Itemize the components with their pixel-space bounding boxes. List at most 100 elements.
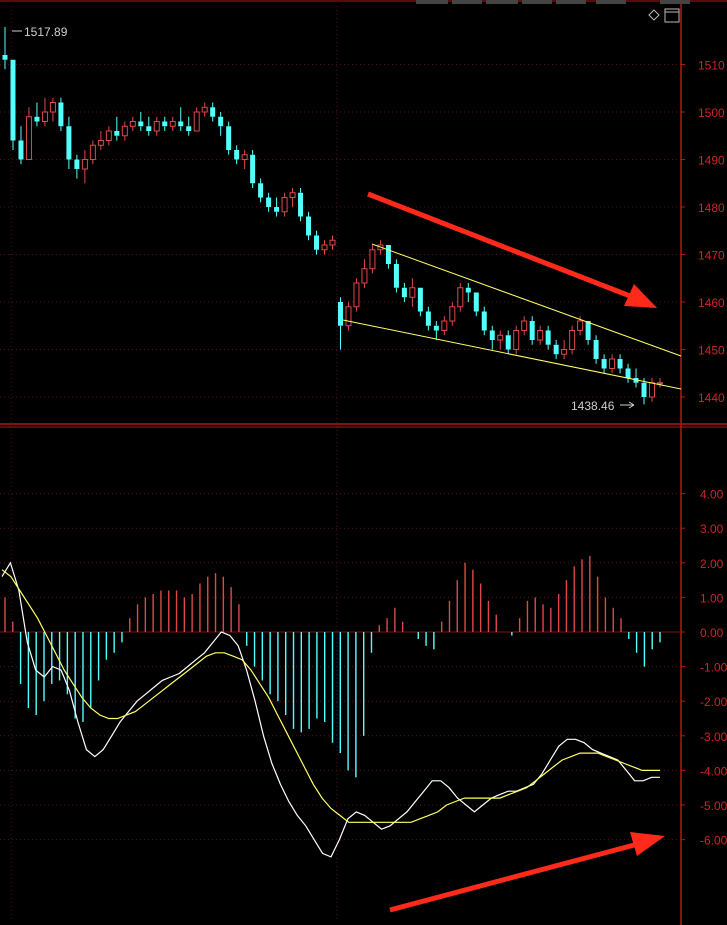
candle-down — [529, 316, 535, 345]
candle-up — [521, 316, 528, 336]
candle-down — [314, 230, 320, 255]
candle-down — [178, 107, 184, 131]
candle-down — [545, 325, 551, 350]
candle-up — [345, 302, 352, 331]
macd-tick-label: -1.00 — [700, 661, 727, 675]
candle-up — [193, 107, 200, 132]
toolbar-tab[interactable] — [660, 0, 690, 4]
candle-up — [577, 316, 584, 336]
candle-down — [489, 325, 495, 350]
candle-down — [401, 283, 407, 302]
macd-tick-label: -3.00 — [700, 730, 727, 744]
candle-down — [226, 121, 232, 155]
candle-down — [417, 287, 423, 317]
candle-down — [617, 354, 623, 374]
toolbar-tab[interactable] — [556, 0, 586, 4]
price-tick-label: 1490 — [698, 154, 725, 168]
candle-down — [385, 245, 391, 269]
price-tick-label: 1440 — [698, 391, 725, 405]
price-axis-ticks: 1510 1500 1490 1480 1470 1460 1450 1440 — [681, 59, 725, 405]
macd-tick-label: 3.00 — [700, 522, 724, 536]
candle-up — [537, 325, 544, 345]
candlestick-series — [2, 26, 663, 405]
candle-down — [34, 102, 40, 127]
candle-up — [497, 330, 504, 350]
price-tick-label: 1460 — [698, 296, 725, 310]
macd-tick-label: -2.00 — [700, 695, 727, 709]
candle-up — [609, 354, 616, 374]
candle-down — [218, 112, 224, 136]
price-tick-label: 1510 — [698, 59, 725, 73]
macd-tick-label: 4.00 — [700, 488, 724, 502]
candle-down — [481, 306, 487, 336]
macd-tick-label: 2.00 — [700, 557, 724, 571]
candle-up — [81, 150, 88, 184]
candle-up — [441, 316, 448, 336]
macd-tick-label: -4.00 — [700, 764, 727, 778]
toolbar-tab[interactable] — [486, 0, 518, 4]
candle-down — [250, 150, 256, 188]
toolbar-tab[interactable] — [522, 0, 552, 4]
candle-down — [10, 59, 16, 150]
candle-down — [74, 154, 80, 179]
candle-down — [393, 259, 399, 293]
candle-up — [129, 116, 136, 131]
macd-tick-label: -5.00 — [700, 799, 727, 813]
toolbar-tab[interactable] — [416, 0, 448, 4]
candle-down — [162, 116, 168, 131]
candle-down — [298, 188, 304, 222]
candle-up — [329, 235, 336, 250]
candle-up — [513, 325, 520, 355]
candle-up — [569, 325, 576, 355]
candle-down — [337, 297, 343, 350]
candle-down — [625, 363, 631, 383]
dea-line — [1, 569, 660, 823]
candle-up — [105, 126, 112, 146]
candle-down — [473, 292, 479, 317]
candle-up — [281, 192, 288, 217]
candle-down — [266, 192, 272, 212]
toolbar-tab[interactable] — [596, 0, 626, 4]
candle-down — [210, 102, 216, 122]
diamond-icon[interactable] — [648, 9, 660, 21]
price-tick-label: 1480 — [698, 201, 725, 215]
candle-down — [258, 178, 264, 203]
up-trend-arrow — [389, 832, 665, 913]
channel-upper-line — [371, 243, 682, 357]
candle-up — [97, 131, 104, 150]
price-tick-label: 1450 — [698, 344, 725, 358]
candle-up — [409, 278, 416, 307]
candle-down — [465, 283, 471, 302]
candle-up — [561, 340, 568, 359]
window-icon[interactable] — [664, 8, 680, 23]
annotation-arrows — [367, 191, 665, 913]
candle-down — [18, 126, 24, 165]
candle-down — [553, 340, 559, 359]
candle-up — [241, 150, 248, 169]
toolbar-tabs — [416, 0, 690, 4]
candle-down — [601, 354, 607, 374]
candle-down — [306, 211, 312, 241]
candle-up — [201, 102, 208, 117]
macd-axis-ticks: 4.00 3.00 2.00 1.00 0.00 -1.00 -2.00 -3.00 -4.00… — [681, 488, 727, 848]
candle-down — [2, 26, 8, 70]
candle-down — [58, 97, 64, 131]
candle-up — [169, 116, 176, 131]
labels-layer: 1517.89 1438.46 — [12, 25, 635, 413]
candle-up — [361, 259, 368, 288]
candle-down — [433, 321, 439, 340]
toolbar-tab[interactable] — [452, 0, 482, 4]
macd-tick-label: -6.00 — [700, 834, 727, 848]
candle-up — [321, 240, 328, 255]
candle-up — [449, 302, 456, 326]
candle-down — [114, 116, 120, 141]
candle-down — [425, 306, 431, 331]
candle-up — [289, 188, 296, 207]
candle-up — [369, 245, 376, 274]
candle-down — [146, 116, 152, 136]
high-price-marker: 1517.89 — [12, 25, 68, 39]
macd-histogram — [4, 555, 661, 778]
macd-tick-label: 0.00 — [700, 626, 724, 640]
